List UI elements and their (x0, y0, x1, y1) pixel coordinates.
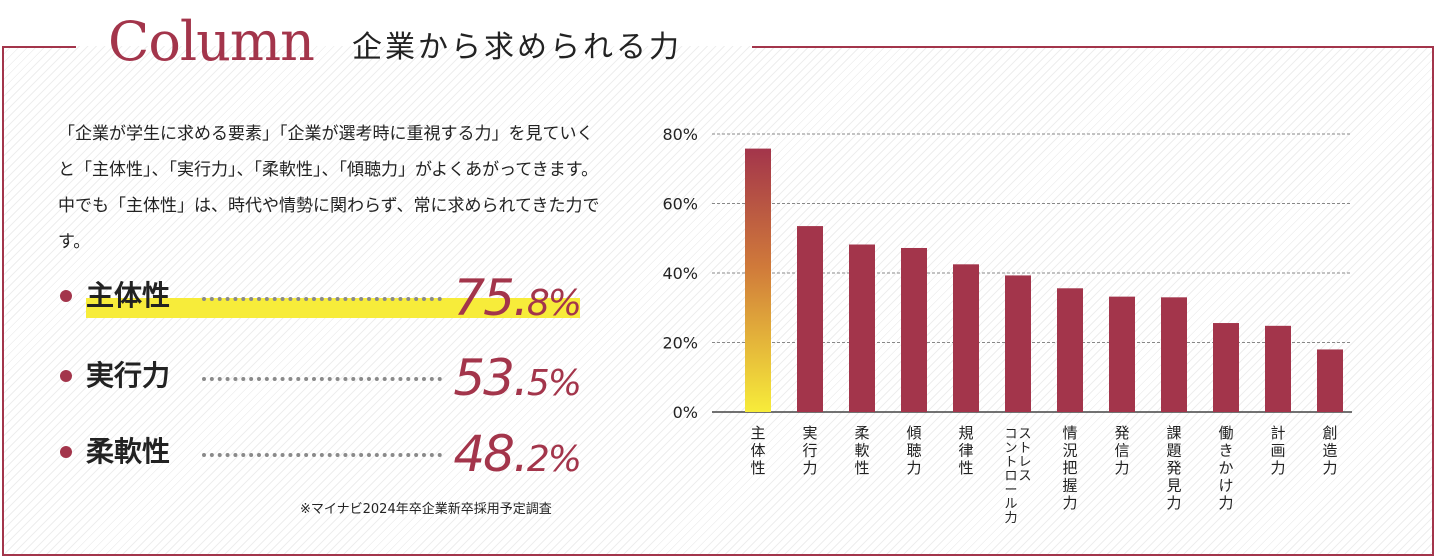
x-tick-label: 実行力 (802, 424, 817, 477)
stat-percent: 53.5% (453, 348, 582, 414)
frame-top-line-left (2, 46, 76, 48)
x-tick-label: ストレス (1018, 427, 1031, 484)
column-subtitle: 企業から求められる力 (352, 30, 682, 65)
stat-item-3: 柔軟性 48.2% (58, 424, 588, 484)
stat-percent-int: 75. (453, 269, 529, 327)
stat-percent-dec: 8% (526, 283, 582, 324)
x-tick-label: 働きかけ力 (1218, 424, 1233, 512)
bar (1005, 275, 1031, 412)
stat-label: 実行力 (86, 359, 171, 392)
bullet-icon (60, 370, 72, 382)
stat-percent: 75.8% (453, 268, 582, 334)
highlight-marker (86, 298, 580, 318)
source-note: ※マイナビ2024年卒企業新卒採用予定調査 (300, 502, 552, 517)
x-tick-label: 計画力 (1270, 424, 1285, 477)
bar (953, 264, 979, 412)
y-tick-label: 60% (662, 195, 698, 214)
bar (849, 244, 875, 412)
stat-item-2: 実行力 53.5% (58, 348, 588, 408)
stat-percent: 48.2% (453, 424, 582, 490)
x-tick-label: 柔軟性 (854, 424, 869, 477)
x-tick-label: 情況把握力 (1062, 424, 1077, 512)
bar (1109, 296, 1135, 412)
stat-percent-int: 48. (453, 425, 529, 483)
y-tick-label: 20% (662, 334, 698, 353)
y-tick-label: 0% (673, 403, 698, 422)
y-tick-label: 80% (662, 125, 698, 144)
x-tick-label: 傾聴力 (906, 424, 921, 477)
stat-label: 柔軟性 (86, 435, 171, 468)
stat-percent-int: 53. (453, 349, 529, 407)
bar (1265, 325, 1291, 412)
intro-text: 「企業が学生に求める要素」「企業が選考時に重視する力」を見ていくと「主体性」、「… (58, 124, 600, 252)
x-tick-label: 課題発見力 (1166, 424, 1181, 512)
x-tick-label: コントロール力 (1004, 427, 1017, 526)
bar (1317, 349, 1343, 412)
x-tick-label: 発信力 (1114, 424, 1129, 477)
bar (797, 226, 823, 412)
bar (1057, 288, 1083, 412)
bar-chart: 0% 20% 40% 60% 80% 主体性 実行力 柔軟性 傾聴力 規律性 ストレスコントロール力… (662, 125, 1352, 526)
x-tick-label: 規律性 (958, 424, 973, 477)
dotted-leader (202, 297, 442, 301)
bar (1161, 297, 1187, 412)
stat-item-1: 主体性 75.8% (58, 268, 588, 328)
stat-percent-dec: 2% (526, 439, 582, 480)
stat-label: 主体性 (86, 279, 171, 312)
bullet-icon (60, 446, 72, 458)
y-tick-label: 40% (662, 264, 698, 283)
x-tick-label: 主体性 (750, 424, 765, 477)
bar (1213, 323, 1239, 412)
dotted-leader (202, 453, 442, 457)
frame-top-line-right (752, 46, 1434, 48)
stat-percent-dec: 5% (526, 363, 582, 404)
bar (745, 148, 771, 412)
dotted-leader (202, 377, 442, 381)
bullet-icon (60, 290, 72, 302)
x-tick-label: 創造力 (1322, 424, 1337, 477)
column-title: Column (108, 10, 315, 73)
bar (901, 247, 927, 412)
